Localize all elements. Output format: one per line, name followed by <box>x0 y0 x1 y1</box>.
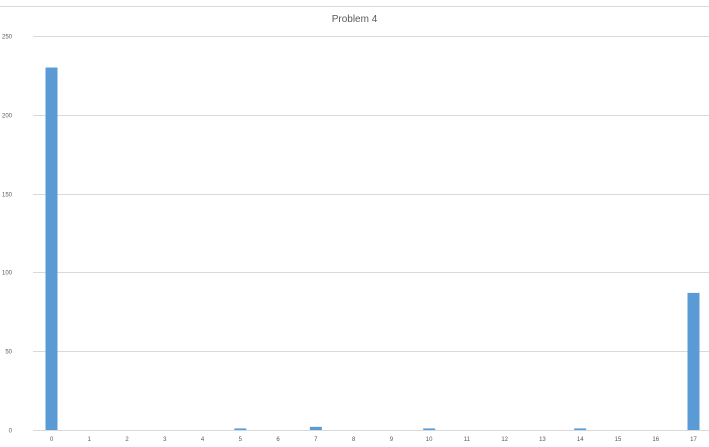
x-tick-label: 9 <box>390 437 394 443</box>
bars <box>45 67 700 431</box>
x-tick-label: 5 <box>239 437 243 443</box>
x-tick-label: 17 <box>690 437 697 443</box>
chart-title: Problem 4 <box>331 14 378 25</box>
y-axis-tick-labels: 0 50 100 150 200 250 <box>2 35 13 435</box>
bar-7 <box>309 426 322 430</box>
x-axis-tick-labels: 0 1 2 3 4 5 6 7 8 9 10 11 12 13 14 15 16 17 <box>50 437 698 443</box>
x-tick-label: 0 <box>50 437 54 443</box>
x-tick-label: 6 <box>276 437 280 443</box>
x-tick-label: 1 <box>88 437 92 443</box>
x-tick-label: 15 <box>615 437 622 443</box>
x-tick-label: 11 <box>464 437 471 443</box>
bar-5 <box>234 428 247 430</box>
y-tick-label: 200 <box>2 114 13 120</box>
y-tick-label: 50 <box>5 350 12 356</box>
x-tick-label: 16 <box>652 437 659 443</box>
bar-14 <box>574 428 587 430</box>
x-tick-label: 14 <box>577 437 584 443</box>
chart-top-border <box>0 6 709 7</box>
bar-17 <box>687 292 700 430</box>
x-tick-label: 3 <box>163 437 167 443</box>
x-tick-label: 4 <box>201 437 205 443</box>
x-tick-label: 13 <box>539 437 546 443</box>
x-tick-label: 8 <box>352 437 356 443</box>
y-tick-label: 0 <box>9 429 13 435</box>
y-tick-label: 150 <box>2 193 13 199</box>
bar-0 <box>45 67 58 431</box>
y-tick-label: 100 <box>2 271 13 277</box>
x-tick-label: 12 <box>501 437 508 443</box>
x-tick-label: 7 <box>314 437 318 443</box>
y-tick-label: 250 <box>2 35 13 41</box>
x-tick-label: 10 <box>426 437 433 443</box>
bar-10 <box>423 428 436 430</box>
gridlines <box>33 36 709 431</box>
x-tick-label: 2 <box>125 437 129 443</box>
